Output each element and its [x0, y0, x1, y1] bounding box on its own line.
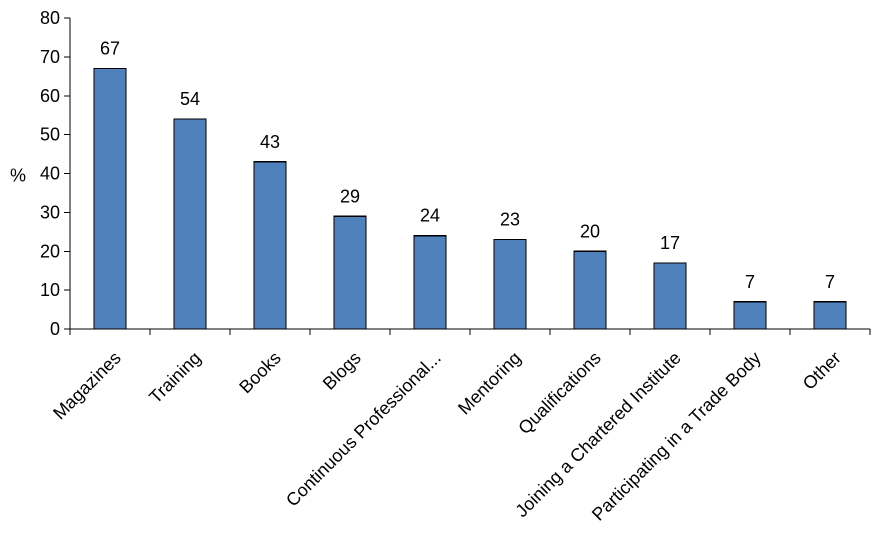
- data-labels-group: 67 54 43 29 24 23 20 17 7 7: [100, 39, 835, 292]
- data-label: 20: [580, 221, 600, 241]
- bar: [93, 67, 127, 330]
- category-label: Qualifications: [514, 348, 605, 439]
- y-tick-label: 20: [40, 241, 60, 261]
- y-tick-label: 10: [40, 280, 60, 300]
- y-tick-label: 40: [40, 164, 60, 184]
- category-label: Mentoring: [454, 348, 525, 419]
- y-axis-title: %: [10, 166, 26, 186]
- y-tick-label: 70: [40, 47, 60, 67]
- data-label: 7: [745, 272, 755, 292]
- bar: [813, 301, 847, 330]
- category-label: Joining a Chartered Institute: [511, 348, 684, 521]
- y-tick-label: 0: [50, 319, 60, 339]
- bar: [493, 238, 527, 330]
- bar: [333, 215, 367, 330]
- y-tick-label: 50: [40, 125, 60, 145]
- bar: [573, 250, 607, 330]
- bar: [173, 118, 207, 330]
- bar: [413, 235, 447, 330]
- y-axis-ticks: 0 10 20 30 40 50 60 70 80: [40, 8, 871, 339]
- category-label: Blogs: [319, 348, 365, 394]
- category-label: Continuous Professional...: [282, 348, 445, 511]
- category-label: Participating in a Trade Body: [588, 348, 765, 525]
- data-label: 23: [500, 210, 520, 230]
- category-label: Books: [235, 348, 285, 398]
- y-tick-label: 60: [40, 86, 60, 106]
- data-label: 29: [340, 186, 360, 206]
- bar: [653, 262, 687, 330]
- data-label: 67: [100, 39, 120, 59]
- bars-group: [93, 67, 847, 330]
- bar: [733, 301, 767, 330]
- y-tick-label: 30: [40, 202, 60, 222]
- data-label: 43: [260, 132, 280, 152]
- bar: [253, 161, 287, 330]
- data-label: 7: [825, 272, 835, 292]
- data-label: 24: [420, 206, 440, 226]
- y-tick-label: 80: [40, 8, 60, 28]
- data-label: 17: [660, 233, 680, 253]
- data-label: 54: [180, 89, 200, 109]
- category-label: Other: [799, 348, 845, 394]
- category-label: Magazines: [49, 348, 125, 424]
- category-label: Training: [145, 348, 205, 408]
